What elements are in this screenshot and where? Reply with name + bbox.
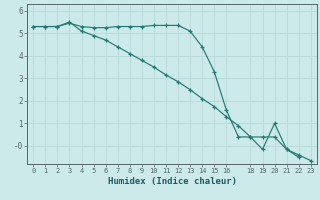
- X-axis label: Humidex (Indice chaleur): Humidex (Indice chaleur): [108, 177, 236, 186]
